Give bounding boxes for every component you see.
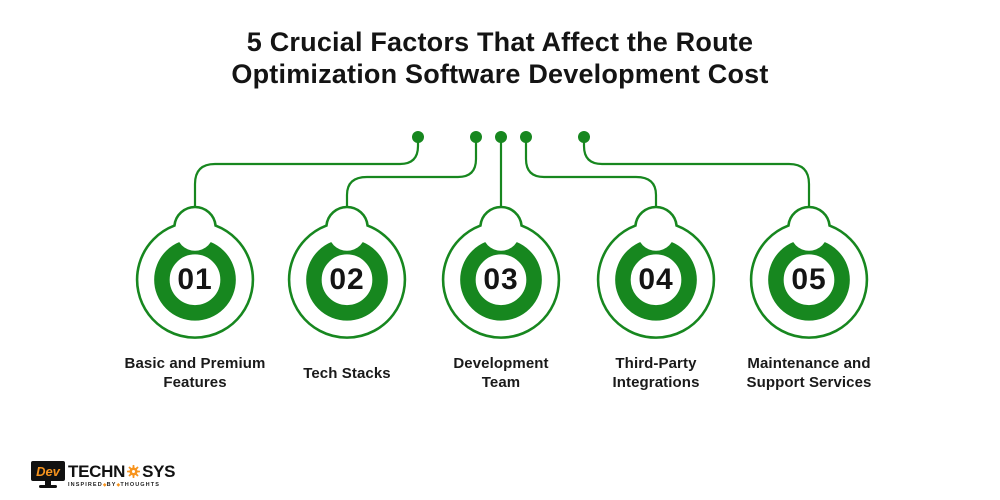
factor-number-1: 01 [177, 263, 213, 296]
node-dot-3 [495, 131, 507, 143]
node-dot-4 [520, 131, 532, 143]
logo-wordmark: TECHN SYS [68, 463, 175, 480]
factor-marker-2: 02 [286, 205, 408, 340]
diamond-separator-icon: ◆ [102, 482, 107, 487]
factor-marker-5: 05 [748, 205, 870, 340]
factor-marker-4: 04 [595, 205, 717, 340]
node-dot-1 [412, 131, 424, 143]
factor-label-1: Basic and Premium Features [124, 355, 266, 391]
connector-line-4 [524, 137, 658, 208]
factor-number-2: 02 [329, 263, 365, 296]
logo-tagline: INSPIRED ◆ BY ◆ THOUGHTS [68, 482, 160, 488]
tagline-word-2: BY [106, 482, 117, 488]
connector-line-2 [345, 137, 478, 208]
factor-marker-3: 03 [440, 205, 562, 340]
monitor-icon: Dev [31, 461, 65, 488]
factor-marker-1: 01 [134, 205, 256, 340]
tagline-word-3: THOUGHTS [120, 482, 160, 488]
title-line-2: Optimization Software Development Cost [231, 59, 769, 89]
factor-label-2: Tech Stacks [303, 364, 391, 382]
pin-circle-icon [441, 205, 561, 339]
logo-monitor-text: Dev [36, 464, 61, 479]
diamond-separator-icon: ◆ [116, 482, 121, 487]
tagline-word-1: INSPIRED [68, 482, 103, 488]
factor-label-4: Third-Party Integrations [612, 355, 700, 391]
logo-brand-right: SYS [142, 462, 176, 481]
page-title: 5 Crucial Factors That Affect the Route … [0, 26, 1000, 90]
pin-circle-icon [287, 205, 407, 339]
title-line-1: 5 Crucial Factors That Affect the Route [246, 27, 754, 57]
pin-circle-icon [135, 205, 255, 339]
factor-number-3: 03 [483, 263, 519, 296]
pin-circle-icon [749, 205, 869, 339]
factor-label-5: Maintenance and Support Services [746, 355, 872, 391]
node-dot-5 [578, 131, 590, 143]
logo-brand-left: TECHN [68, 462, 126, 481]
connector-line-5 [582, 137, 811, 208]
factor-number-4: 04 [638, 263, 674, 296]
logo-text-block: TECHN SYS INSPIRED ◆ BY ◆ [68, 463, 175, 488]
factor-label-3: Development Team [453, 355, 549, 391]
pin-circle-icon [596, 205, 716, 339]
connector-line-1 [193, 137, 420, 208]
factor-number-5: 05 [791, 263, 827, 296]
gear-icon [127, 465, 141, 478]
dev-technosys-logo: Dev TECHN SYS I [30, 461, 175, 491]
node-dot-2 [470, 131, 482, 143]
